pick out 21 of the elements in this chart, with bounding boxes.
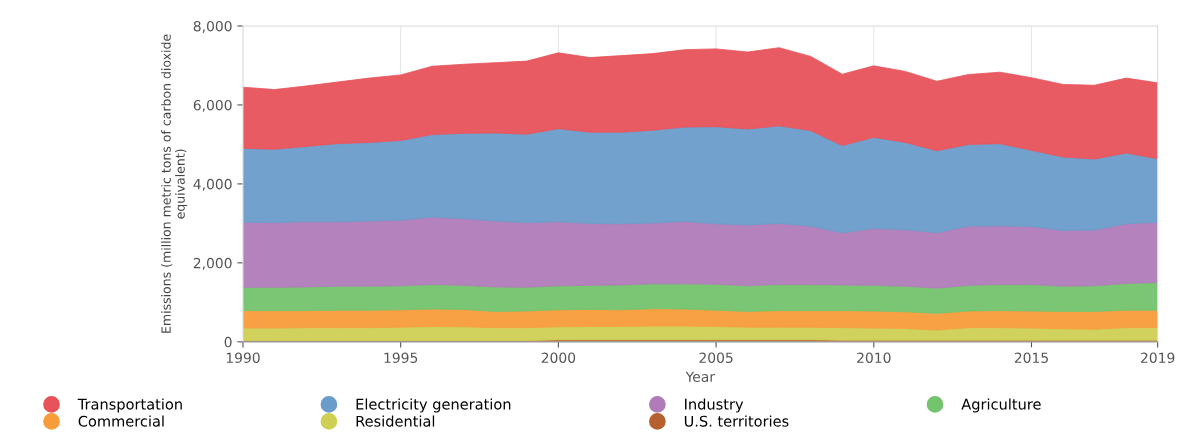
y-tick-label: 8,000 xyxy=(193,20,232,33)
legend-label: Commercial xyxy=(78,415,164,427)
x-tick-label: 2019 xyxy=(1141,352,1175,363)
x-tick-label: 2000 xyxy=(541,352,576,363)
x-tick-label: 2005 xyxy=(699,352,733,363)
legend-label: Electricity generation xyxy=(356,398,511,413)
legend-label: Residential xyxy=(356,415,435,427)
x-tick-label: 1990 xyxy=(226,352,260,363)
legend-label: U.S. territories xyxy=(684,415,789,427)
x-tick-label: 1995 xyxy=(384,352,418,363)
y-tick-label: 0 xyxy=(224,336,232,348)
x-axis-title: Year xyxy=(685,371,716,382)
legend-label: Industry xyxy=(685,398,744,413)
x-tick-label: 2015 xyxy=(1014,352,1048,363)
y-tick-label: 2,000 xyxy=(193,257,232,270)
y-axis-title: Emissions (million metric tons of carbon dioxide equivalent) xyxy=(161,34,188,333)
legend-label: Transportation xyxy=(77,398,182,413)
y-tick-label: 6,000 xyxy=(193,99,232,112)
legend-label: Agriculture xyxy=(961,398,1041,413)
y-tick-label: 4,000 xyxy=(193,178,232,191)
x-tick-label: 2010 xyxy=(857,352,891,363)
